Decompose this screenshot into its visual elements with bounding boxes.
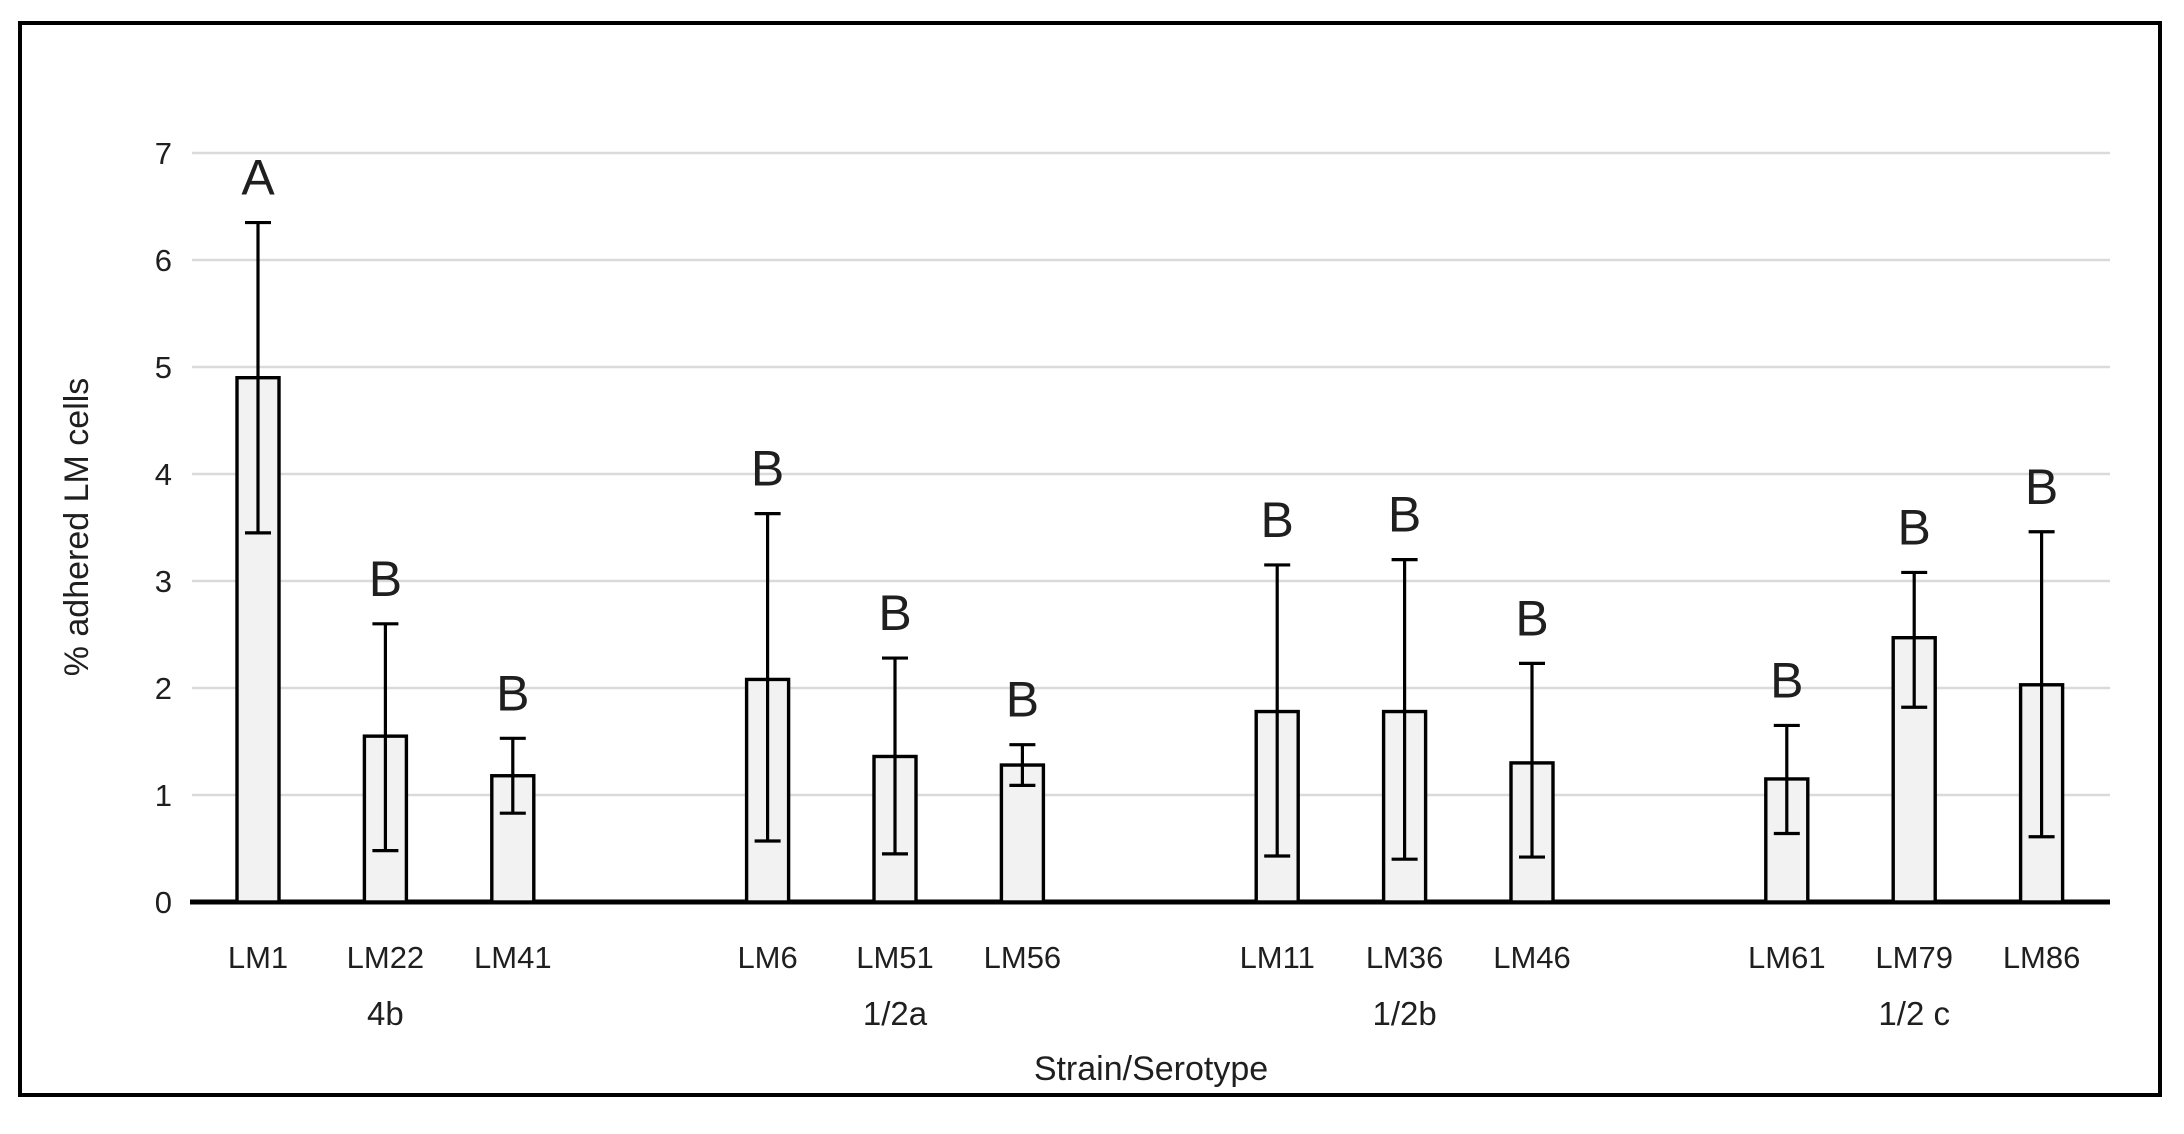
significance-letter: B [2025, 459, 2058, 515]
y-tick-label: 0 [155, 885, 172, 920]
group-label-4b: 4b [367, 995, 404, 1032]
significance-letter: B [1770, 652, 1803, 708]
plot-area: 0 1 2 3 4 5 6 7 A LM1 B LM22 4b B LM41 B LM6 B LM51 1/2a B LM… [155, 136, 2110, 1032]
significance-letter: B [496, 665, 529, 721]
bar-LM56 [999, 763, 1046, 904]
group-label-1/2 c: 1/2 c [1878, 995, 1950, 1032]
group-label-1/2a: 1/2a [863, 995, 928, 1032]
category-label-LM41: LM41 [474, 940, 552, 975]
y-tick-label: 6 [155, 243, 172, 278]
x-axis-title: Strain/Serotype [1034, 1050, 1268, 1088]
category-label-LM22: LM22 [347, 940, 425, 975]
y-axis-title: % adhered LM cells [58, 378, 96, 677]
group-label-1/2b: 1/2b [1372, 995, 1436, 1032]
category-label-LM61: LM61 [1748, 940, 1826, 975]
figure-border [18, 21, 2162, 1097]
category-label-LM11: LM11 [1240, 940, 1315, 975]
category-label-LM46: LM46 [1493, 940, 1571, 975]
y-tick-label: 3 [155, 564, 172, 599]
category-label-LM1: LM1 [228, 940, 288, 975]
significance-letter: B [751, 441, 784, 497]
category-label-LM36: LM36 [1366, 940, 1444, 975]
y-tick-label: 4 [155, 457, 172, 492]
y-tick-label: 2 [155, 671, 172, 706]
significance-letter: B [1515, 590, 1548, 646]
category-label-LM51: LM51 [856, 940, 934, 975]
category-label-LM86: LM86 [2003, 940, 2081, 975]
bar-LM41 [490, 774, 536, 904]
category-label-LM56: LM56 [984, 940, 1062, 975]
significance-letter: B [369, 551, 402, 607]
significance-letter: B [1006, 672, 1039, 728]
y-tick-label: 1 [155, 778, 172, 813]
significance-letter: A [241, 150, 275, 206]
category-label-LM6: LM6 [737, 940, 797, 975]
significance-letter: B [1898, 499, 1931, 555]
significance-letter: B [1388, 487, 1421, 543]
significance-letter: B [1261, 492, 1294, 548]
category-label-LM79: LM79 [1875, 940, 1953, 975]
significance-letter: B [878, 585, 911, 641]
y-tick-label: 5 [155, 350, 172, 385]
y-tick-label: 7 [155, 136, 172, 171]
